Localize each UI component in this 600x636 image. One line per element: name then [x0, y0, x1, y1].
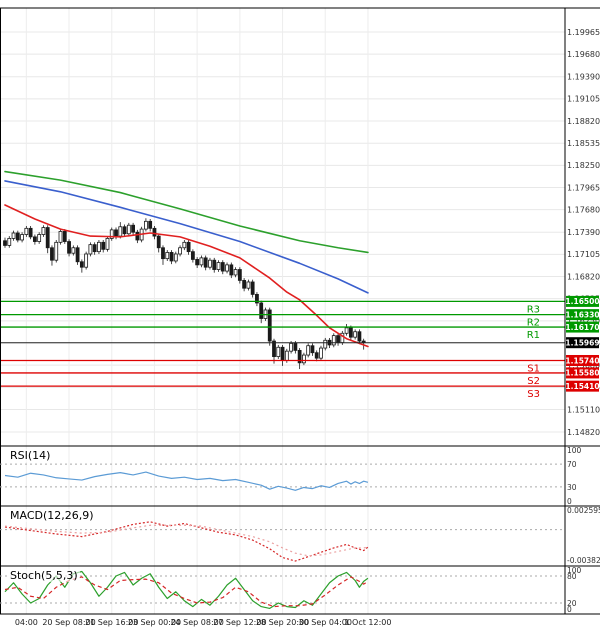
- svg-text:S1: S1: [527, 363, 540, 374]
- svg-text:100: 100: [567, 446, 582, 455]
- svg-text:21 Sep 16:00: 21 Sep 16:00: [85, 618, 138, 627]
- svg-text:23 Sep 00:00: 23 Sep 00:00: [128, 618, 181, 627]
- svg-text:1.14820: 1.14820: [567, 428, 600, 437]
- svg-text:70: 70: [567, 460, 577, 469]
- svg-text:1.19965: 1.19965: [567, 28, 600, 37]
- svg-text:1.16500: 1.16500: [565, 297, 599, 306]
- svg-text:80: 80: [567, 572, 577, 581]
- svg-text:1.17965: 1.17965: [567, 183, 600, 192]
- svg-text:R3: R3: [527, 304, 540, 315]
- svg-text:S3: S3: [527, 389, 540, 400]
- svg-text:1.18250: 1.18250: [567, 161, 600, 170]
- svg-text:1.17390: 1.17390: [567, 228, 600, 237]
- svg-text:20: 20: [567, 599, 577, 608]
- svg-text:28 Sep 20:00: 28 Sep 20:00: [256, 618, 309, 627]
- rsi-panel-label: RSI(14): [8, 449, 53, 462]
- svg-text:0: 0: [567, 497, 572, 506]
- svg-text:0: 0: [567, 605, 572, 614]
- svg-text:1.19680: 1.19680: [567, 50, 600, 59]
- stoch-panel-label: Stoch(5,5,3): [8, 569, 80, 582]
- svg-text:1.19390: 1.19390: [567, 73, 600, 82]
- svg-text:100: 100: [567, 566, 582, 575]
- svg-text:1.16820: 1.16820: [567, 272, 600, 281]
- svg-text:1.15110: 1.15110: [567, 405, 600, 414]
- svg-text:30 Sep 04:00: 30 Sep 04:00: [299, 618, 352, 627]
- svg-text:04:00: 04:00: [15, 618, 38, 627]
- svg-text:1.15580: 1.15580: [565, 369, 599, 378]
- svg-text:24 Sep 08:00: 24 Sep 08:00: [170, 618, 223, 627]
- svg-text:0.002595: 0.002595: [567, 506, 600, 515]
- svg-text:R2: R2: [527, 318, 540, 329]
- svg-text:1.15410: 1.15410: [565, 382, 599, 391]
- svg-text:1.18820: 1.18820: [567, 117, 600, 126]
- svg-text:20 Sep 08:00: 20 Sep 08:00: [42, 618, 95, 627]
- svg-text:1.19105: 1.19105: [567, 95, 600, 104]
- svg-text:30: 30: [567, 483, 577, 492]
- svg-text:1.18535: 1.18535: [567, 139, 600, 148]
- svg-text:1.16250: 1.16250: [567, 317, 600, 326]
- svg-text:1.15969: 1.15969: [565, 338, 599, 347]
- svg-text:1.17105: 1.17105: [567, 250, 600, 259]
- svg-text:S2: S2: [527, 376, 540, 387]
- svg-text:-0.003828: -0.003828: [567, 556, 600, 565]
- svg-text:1 Oct 12:00: 1 Oct 12:00: [344, 618, 391, 627]
- svg-text:1.16170: 1.16170: [565, 323, 599, 332]
- svg-text:1.17680: 1.17680: [567, 205, 600, 214]
- svg-text:1.16330: 1.16330: [565, 310, 599, 319]
- macd-panel-label: MACD(12,26,9): [8, 509, 96, 522]
- svg-text:R1: R1: [527, 330, 540, 341]
- svg-text:1.15740: 1.15740: [565, 356, 599, 365]
- svg-text:27 Sep 12:00: 27 Sep 12:00: [213, 618, 266, 627]
